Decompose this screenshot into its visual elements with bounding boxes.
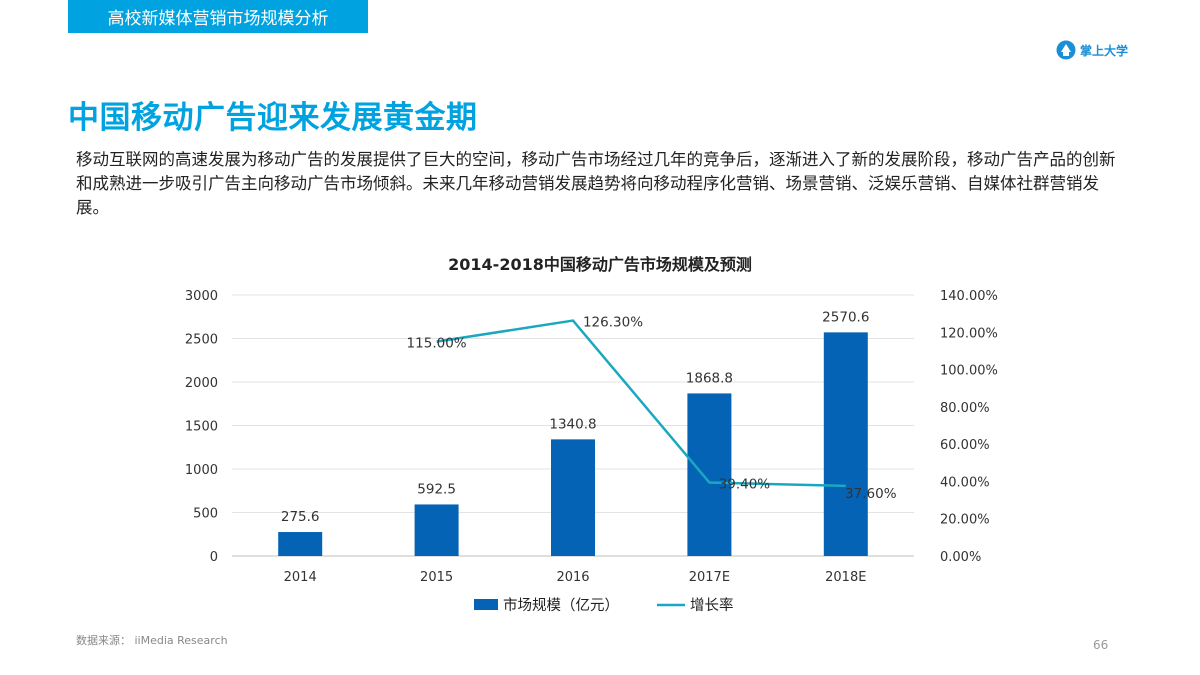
line-data-label: 39.40%	[719, 477, 771, 493]
data-source: 数据来源： iiMedia Research	[76, 634, 228, 647]
intro-paragraph: 移动互联网的高速发展为移动广告的发展提供了巨大的空间，移动广告市场经过几年的竞争…	[76, 150, 1116, 217]
bar-data-label: 592.5	[417, 481, 456, 497]
bar	[823, 332, 868, 556]
right-tick-label: 120.00%	[940, 326, 998, 341]
line-data-label: 37.60%	[845, 486, 897, 502]
chart-svg: 2014-2018中国移动广告市场规模及预测 275.6 592.5 1340.8 1…	[185, 255, 998, 614]
right-tick-label: 20.00%	[940, 513, 990, 528]
right-tick-label: 100.00%	[940, 364, 998, 379]
bar-data-label: 275.6	[281, 509, 320, 525]
x-tick-label: 2015	[420, 570, 453, 585]
brand-name: 掌上大学	[1080, 43, 1129, 58]
university-logo-icon	[1056, 40, 1076, 60]
growth-rate-line	[436, 319, 846, 488]
left-tick-label: 1500	[185, 420, 218, 435]
x-tick-label: 2017E	[689, 570, 730, 585]
page-number: 66	[1093, 638, 1109, 652]
bar-data-label: 2570.6	[822, 309, 869, 325]
x-tick-label: 2014	[284, 570, 317, 585]
line-data-label: 126.30%	[583, 315, 643, 331]
brand-logo[interactable]: 掌上大学	[1056, 38, 1128, 62]
market-size-chart: 2014-2018中国移动广告市场规模及预测 275.6 592.5 1340.8 1…	[150, 245, 1050, 625]
bar	[687, 393, 732, 556]
bar	[551, 439, 595, 556]
legend-line-label: 增长率	[690, 597, 734, 614]
bar	[278, 532, 323, 556]
x-tick-label: 2018E	[825, 570, 866, 585]
left-tick-label: 2000	[185, 376, 218, 391]
bar	[414, 504, 459, 556]
right-tick-label: 140.00%	[940, 289, 998, 304]
legend-bar-label: 市场规模（亿元）	[503, 597, 619, 614]
legend-bar-swatch	[474, 599, 498, 610]
right-tick-label: 40.00%	[940, 475, 990, 490]
x-tick-label: 2016	[556, 570, 589, 585]
section-header-bar: 高校新媒体营销市场规模分析	[68, 0, 368, 33]
left-tick-label: 3000	[185, 289, 218, 304]
left-tick-label: 500	[193, 507, 218, 522]
bar-data-label: 1868.8	[686, 370, 733, 386]
bar-data-label: 1340.8	[549, 416, 596, 432]
line-data-label: 115.00%	[407, 336, 467, 352]
section-title: 高校新媒体营销市场规模分析	[107, 9, 329, 29]
right-tick-label: 80.00%	[940, 401, 990, 416]
right-tick-label: 60.00%	[940, 438, 990, 453]
left-tick-label: 1000	[185, 463, 218, 478]
left-tick-label: 2500	[185, 333, 218, 348]
page-title: 中国移动广告迎来发展黄金期	[68, 100, 478, 136]
left-tick-label: 0	[210, 550, 218, 565]
chart-title: 2014-2018中国移动广告市场规模及预测	[448, 255, 752, 274]
right-tick-label: 0.00%	[940, 550, 981, 565]
